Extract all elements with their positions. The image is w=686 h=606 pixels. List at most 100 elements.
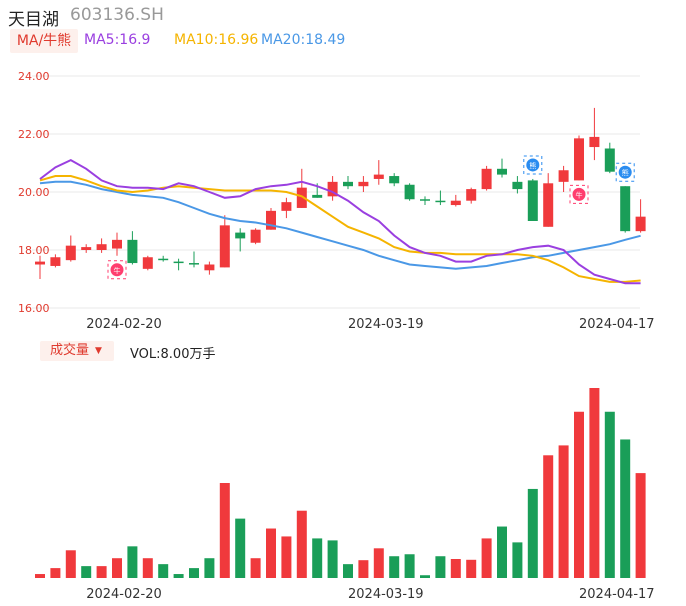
volume-value: VOL:8.00万手: [130, 347, 216, 362]
volume-bar: [235, 518, 246, 578]
volume-bar: [65, 550, 76, 578]
candle-body: [373, 174, 384, 179]
ma20-line: [39, 180, 641, 270]
volume-bar: [358, 560, 369, 578]
y-tick-label: 16.00: [18, 302, 50, 315]
candle-body: [358, 181, 369, 187]
volume-bar: [589, 388, 600, 578]
chevron-down-icon: ▼: [95, 346, 102, 356]
ma10-line: [39, 175, 641, 283]
volume-bar: [35, 574, 45, 578]
volume-bar: [420, 575, 430, 578]
bull-marker-icon: 牛: [569, 184, 589, 204]
volume-bar: [558, 445, 569, 578]
candle-body: [127, 239, 138, 264]
candle-body: [50, 257, 61, 266]
y-tick-label: 18.00: [18, 244, 50, 257]
marker-label: 牛: [114, 266, 121, 275]
volume-bar: [312, 538, 323, 578]
candle-body: [497, 168, 507, 175]
candle-body: [574, 138, 584, 181]
volume-bar: [96, 566, 107, 578]
candle-body: [420, 199, 430, 201]
volume-bar: [373, 548, 384, 578]
ma20-legend: MA20:18.49: [261, 32, 346, 48]
volume-bar: [512, 542, 523, 578]
volume-bar: [466, 559, 477, 578]
candle-body: [81, 247, 92, 250]
candle-body: [512, 181, 523, 190]
candle-body: [543, 183, 554, 227]
candle-body: [481, 168, 492, 190]
marker-frame: [569, 184, 589, 204]
candle-body: [266, 210, 276, 230]
marker-label: 熊: [622, 168, 629, 177]
candle-body: [312, 194, 323, 198]
stock-code: 603136.SH: [70, 5, 164, 25]
candle-body: [450, 200, 461, 206]
volume-bar: [497, 526, 507, 578]
y-tick-label: 24.00: [18, 70, 50, 83]
candle-body: [219, 225, 230, 268]
bear-marker-icon: 熊: [523, 155, 543, 175]
candle-body: [204, 264, 215, 271]
candle-body: [281, 202, 292, 211]
volume-bar: [189, 568, 199, 578]
candle-body: [35, 261, 45, 265]
volume-bar: [81, 566, 92, 578]
volume-indicator-dropdown[interactable]: 成交量 ▼: [40, 341, 114, 361]
candle-body: [620, 186, 631, 232]
candle-body: [343, 181, 353, 187]
volume-bar: [250, 558, 261, 578]
volume-indicator-label: 成交量: [50, 343, 90, 358]
x-tick-label: 2024-04-17: [579, 317, 655, 332]
candle-body: [158, 258, 169, 261]
x-tick-label: 2024-04-17: [579, 587, 655, 602]
volume-bar: [481, 538, 492, 578]
candle-body: [96, 244, 107, 250]
volume-bar: [266, 528, 276, 578]
marker-label: 熊: [529, 161, 536, 170]
candle-body: [142, 257, 153, 269]
x-tick-label: 2024-03-19: [348, 587, 424, 602]
volume-bar: [527, 488, 538, 578]
volume-bar: [620, 439, 631, 578]
x-tick-label: 2024-03-19: [348, 317, 424, 332]
x-tick-label: 2024-02-20: [86, 317, 162, 332]
volume-bar: [343, 564, 353, 578]
marker-frame: [107, 260, 127, 280]
volume-bar: [296, 510, 307, 578]
candle-body: [327, 181, 338, 197]
candle-body: [173, 261, 184, 264]
volume-bar: [142, 558, 153, 578]
y-tick-label: 20.00: [18, 186, 50, 199]
volume-bar: [204, 558, 215, 578]
ma-toggle-button[interactable]: MA/牛熊: [10, 29, 78, 53]
candle-body: [527, 180, 538, 221]
candle-body: [112, 239, 122, 249]
volume-bar: [404, 554, 415, 578]
volume-bar: [173, 574, 184, 578]
candle-body: [558, 170, 569, 182]
volume-bar: [112, 558, 122, 578]
stock-name: 天目湖: [8, 10, 59, 30]
marker-badge: [526, 158, 540, 172]
volume-bar: [158, 564, 169, 578]
candle-body: [235, 232, 246, 239]
volume-bar: [127, 546, 138, 578]
candle-body: [65, 245, 76, 261]
volume-bar: [219, 483, 230, 578]
candle-body: [189, 263, 199, 265]
volume-bar: [50, 568, 61, 578]
marker-badge: [618, 165, 632, 179]
y-tick-label: 22.00: [18, 128, 50, 141]
bear-marker-icon: 熊: [615, 162, 635, 182]
volume-bar: [281, 536, 292, 578]
volume-bar: [574, 411, 584, 578]
volume-bar: [435, 556, 446, 578]
candle-body: [435, 200, 446, 203]
candle-body: [604, 148, 615, 172]
candle-body: [404, 184, 415, 200]
marker-frame: [615, 162, 635, 182]
